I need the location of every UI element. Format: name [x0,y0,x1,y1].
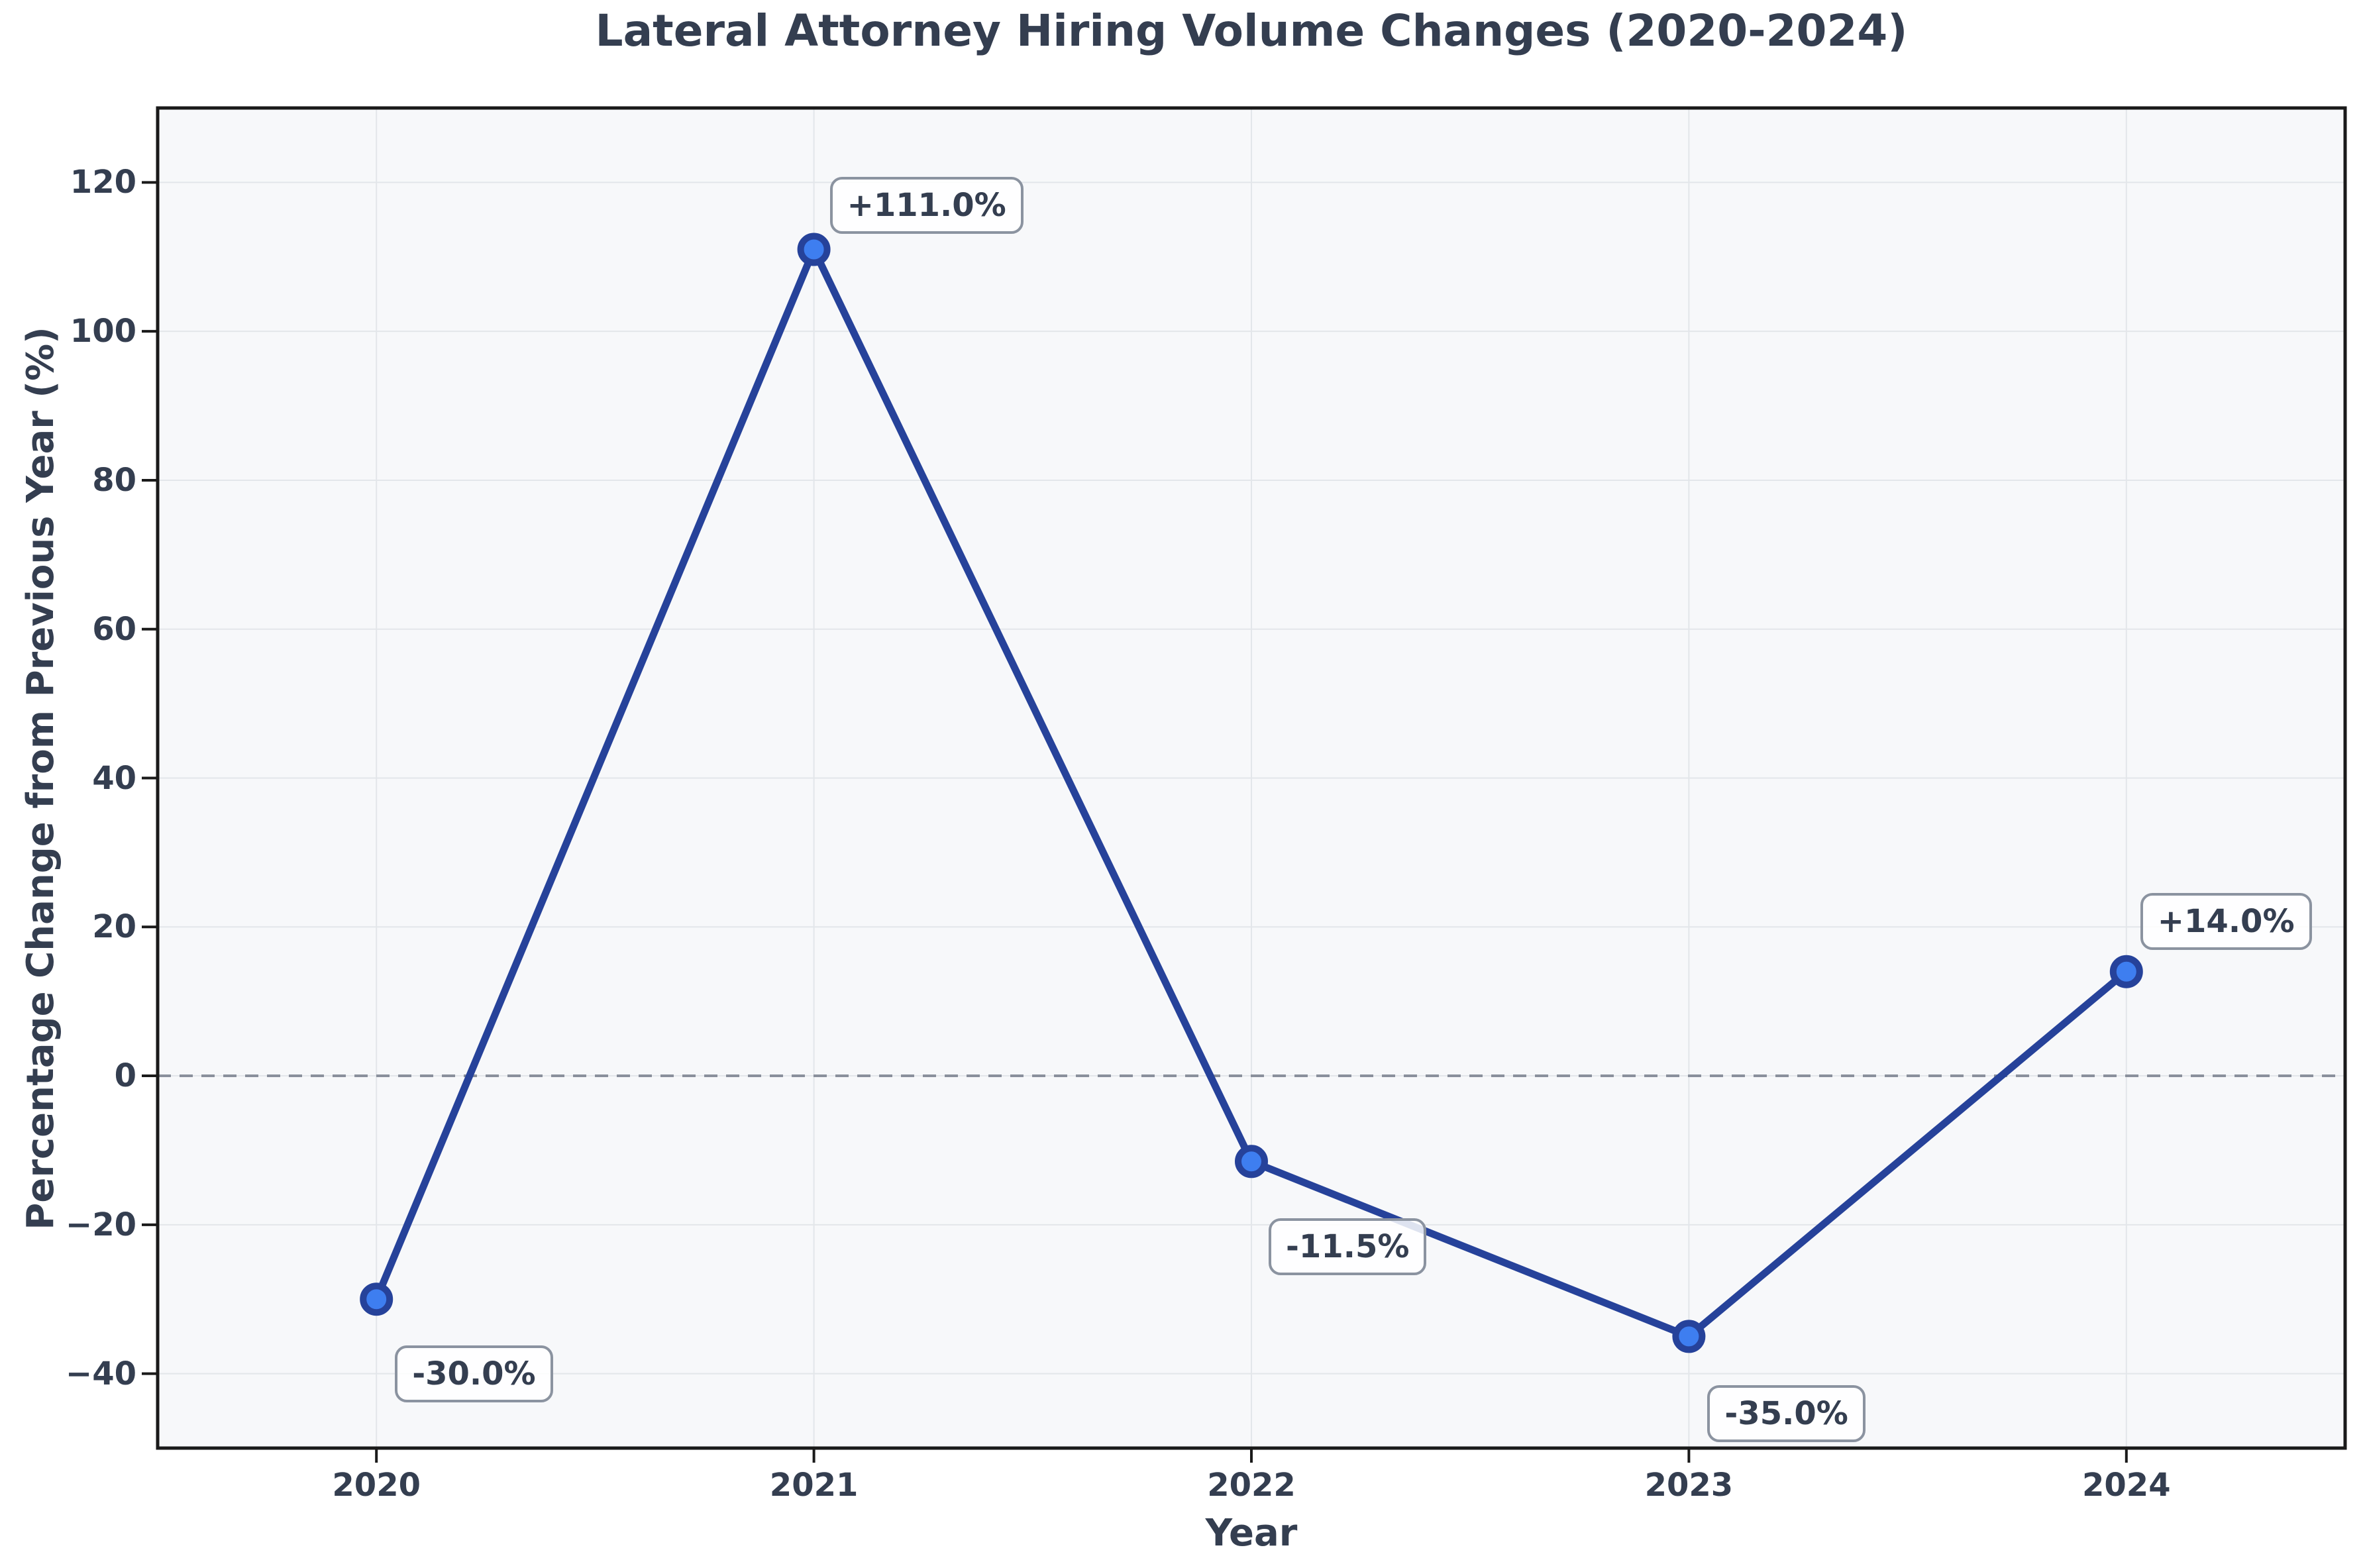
x-axis-label: Year [1205,1512,1298,1555]
data-point-2023 [1672,1320,1706,1353]
chart-title: Lateral Attorney Hiring Volume Changes (… [595,5,1908,56]
y-tick-label-60: 60 [92,610,136,648]
x-tick-label-2020: 2020 [332,1467,421,1504]
y-tick-label--20: −20 [65,1206,136,1243]
annotation-2024: +14.0% [2140,892,2312,950]
y-tick-label-100: 100 [70,313,136,350]
x-tick-label-2024: 2024 [2082,1467,2171,1504]
y-tick-label-0: 0 [114,1057,136,1095]
y-tick-label-20: 20 [92,908,136,946]
y-tick-label-80: 80 [92,461,136,499]
x-tick-label-2021: 2021 [769,1467,859,1504]
data-point-2021 [797,233,831,266]
y-tick-label-40: 40 [92,759,136,797]
annotation-2020: -30.0% [395,1345,553,1403]
x-tick-label-2022: 2022 [1207,1467,1296,1504]
x-tick-label-2023: 2023 [1644,1467,1734,1504]
y-tick-label--40: −40 [65,1355,136,1392]
annotation-2023: -35.0% [1707,1385,1866,1443]
y-tick-label-120: 120 [70,164,136,201]
data-point-2022 [1235,1145,1268,1178]
data-point-2020 [360,1282,394,1316]
data-point-2024 [2109,955,2143,988]
annotation-2021: +111.0% [829,176,1024,234]
annotation-2022: -11.5% [1269,1218,1427,1276]
